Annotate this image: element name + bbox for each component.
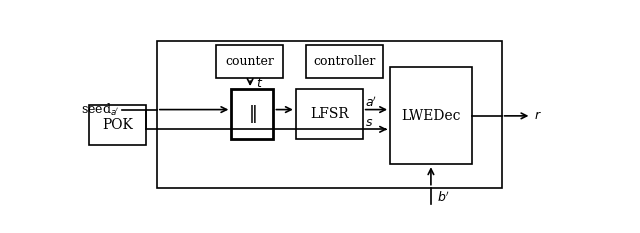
Text: controller: controller <box>313 55 375 68</box>
Bar <box>157 41 502 188</box>
Text: POK: POK <box>102 118 133 132</box>
Text: $\|$: $\|$ <box>248 103 257 125</box>
Text: $t$: $t$ <box>256 77 264 90</box>
Text: $r$: $r$ <box>534 109 541 122</box>
Text: $b^{\prime}$: $b^{\prime}$ <box>437 190 450 205</box>
Text: $\mathbf{\mathit{a}}^{\prime}$: $\mathbf{\mathit{a}}^{\prime}$ <box>365 95 377 110</box>
Text: $\mathbf{\mathit{s}}$: $\mathbf{\mathit{s}}$ <box>365 116 374 129</box>
Bar <box>306 45 383 78</box>
Bar <box>390 67 472 164</box>
Bar <box>231 89 273 139</box>
Text: LWEDec: LWEDec <box>401 109 461 123</box>
Text: counter: counter <box>225 55 275 68</box>
Text: LFSR: LFSR <box>310 107 349 121</box>
Bar <box>89 105 146 144</box>
Bar <box>216 45 284 78</box>
Bar <box>296 89 363 139</box>
Text: seed$_{\mathbf{\mathit{a}}^{\prime}}$: seed$_{\mathbf{\mathit{a}}^{\prime}}$ <box>81 102 120 118</box>
